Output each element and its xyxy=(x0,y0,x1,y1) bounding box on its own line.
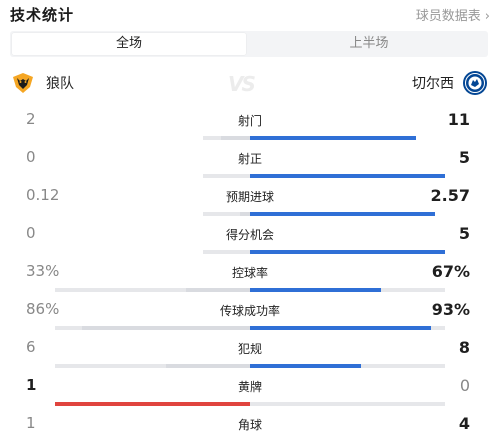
away-stat-value: 11 xyxy=(447,110,470,129)
home-stat-value: 1 xyxy=(26,376,37,394)
away-stat-track xyxy=(250,250,445,254)
tab-first-half[interactable]: 上半场 xyxy=(349,36,389,51)
stat-label: 控球率 xyxy=(231,266,268,280)
home-stat-track xyxy=(203,250,250,254)
away-stat-track xyxy=(250,174,445,178)
home-stat-value: 1 xyxy=(26,414,36,432)
home-stat-value: 33% xyxy=(26,262,60,280)
away-stat-value: 5 xyxy=(458,148,470,167)
home-stat-track xyxy=(203,136,250,140)
away-stat-value: 67% xyxy=(431,262,470,281)
away-stat-track xyxy=(250,288,445,292)
stat-label: 射正 xyxy=(237,152,262,166)
away-team-name: 切尔西 xyxy=(412,76,454,92)
stat-label: 传球成功率 xyxy=(219,304,280,318)
stat-row: 2 射门 11 xyxy=(0,110,500,144)
home-team[interactable]: 狼队 xyxy=(10,70,74,96)
stat-row: 1 黄牌 0 xyxy=(0,376,500,410)
team-matchup: 狼队 VS 切尔西 xyxy=(10,70,488,96)
home-team-name: 狼队 xyxy=(46,76,74,92)
home-stat-value: 0.12 xyxy=(26,186,60,204)
away-stat-bar xyxy=(250,364,361,368)
away-stat-bar xyxy=(250,174,445,178)
away-stat-track xyxy=(250,212,435,216)
away-stat-bar xyxy=(250,288,381,292)
home-stat-value: 0 xyxy=(26,224,36,242)
home-stat-bar xyxy=(166,364,250,368)
away-stat-value: 5 xyxy=(458,224,470,243)
away-stat-value: 8 xyxy=(458,338,470,357)
away-stat-value: 93% xyxy=(431,300,470,319)
chevron-right-icon: › xyxy=(484,9,490,24)
stat-row: 0 得分机会 5 xyxy=(0,224,500,258)
away-stat-value: 4 xyxy=(458,414,470,433)
home-stat-value: 86% xyxy=(26,300,60,318)
player-stats-link[interactable]: 球员数据表 › xyxy=(416,5,490,24)
home-stat-track xyxy=(55,402,250,406)
away-stat-bar xyxy=(250,250,445,254)
away-stat-track xyxy=(250,364,445,368)
vs-emblem: VS xyxy=(228,72,256,96)
stat-label: 预期进球 xyxy=(225,190,274,204)
home-stat-bar xyxy=(82,326,250,330)
section-title: 技术统计 xyxy=(10,6,75,24)
home-stat-bar xyxy=(55,402,250,406)
home-stat-value: 2 xyxy=(26,110,36,128)
stat-label: 射门 xyxy=(237,114,262,128)
away-stat-track xyxy=(250,402,445,406)
home-stat-track xyxy=(55,326,250,330)
stat-row: 33% 控球率 67% xyxy=(0,262,500,296)
away-stat-track xyxy=(250,136,416,140)
home-stat-track xyxy=(203,212,250,216)
player-stats-link-label: 球员数据表 xyxy=(415,9,481,24)
home-stat-bar xyxy=(240,212,250,216)
away-stat-value: 2.57 xyxy=(430,186,470,205)
stat-row: 0 射正 5 xyxy=(0,148,500,182)
home-stat-value: 6 xyxy=(26,338,36,356)
stat-row: 0.12 预期进球 2.57 xyxy=(0,186,500,220)
home-stat-track xyxy=(203,174,250,178)
home-stat-track xyxy=(55,364,250,368)
chelsea-crest-icon xyxy=(463,71,487,95)
stat-label: 角球 xyxy=(237,418,262,432)
stat-row: 86% 传球成功率 93% xyxy=(0,300,500,334)
away-stat-bar xyxy=(250,212,435,216)
stat-label: 犯规 xyxy=(237,342,262,356)
period-tabs: 全场 上半场 xyxy=(10,31,488,57)
home-stat-track xyxy=(55,288,250,292)
away-stat-bar xyxy=(250,326,431,330)
away-team[interactable]: 切尔西 xyxy=(412,70,488,96)
tab-full-match[interactable]: 全场 xyxy=(12,33,246,55)
wolves-crest-icon xyxy=(13,73,33,93)
away-stat-track xyxy=(250,326,445,330)
home-stat-bar xyxy=(186,288,250,292)
away-stat-bar xyxy=(250,136,416,140)
stat-label: 黄牌 xyxy=(237,380,262,394)
stat-row: 1 角球 4 xyxy=(0,414,500,440)
away-stat-value: 0 xyxy=(459,376,470,395)
stat-label: 得分机会 xyxy=(225,228,274,242)
stats-header: 技术统计 球员数据表 › xyxy=(10,4,490,24)
home-stat-value: 0 xyxy=(26,148,36,166)
home-stat-bar xyxy=(221,136,250,140)
stat-row: 6 犯规 8 xyxy=(0,338,500,372)
